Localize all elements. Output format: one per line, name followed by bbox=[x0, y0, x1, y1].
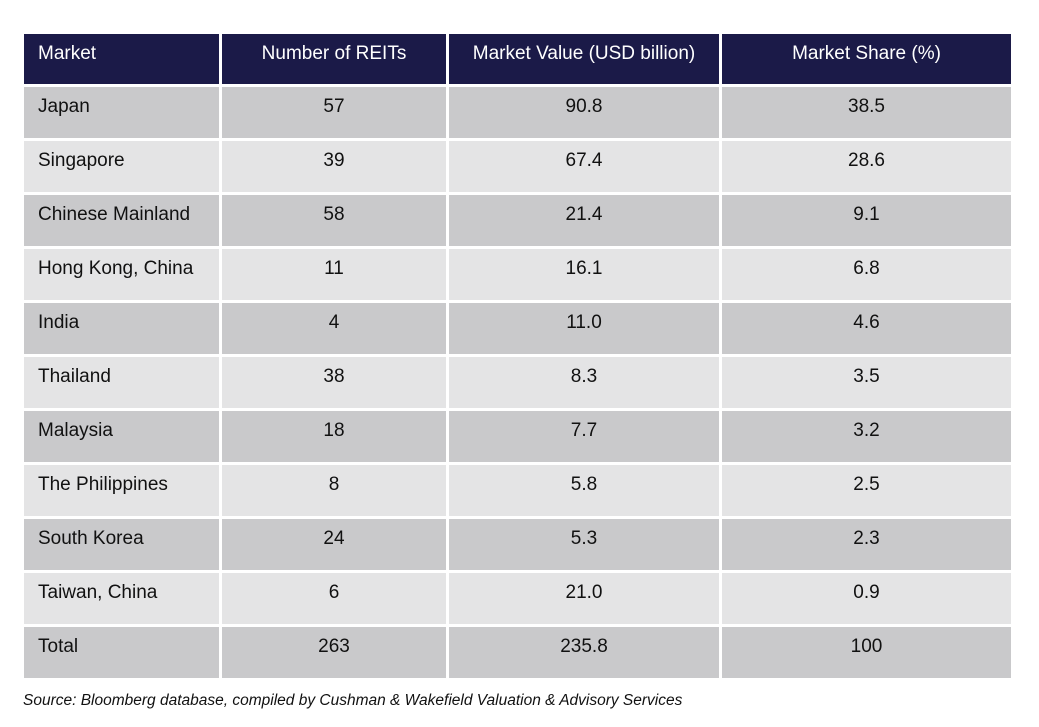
table-row: India 4 11.0 4.6 bbox=[24, 303, 1011, 354]
table-row: The Philippines 8 5.8 2.5 bbox=[24, 465, 1011, 516]
table-row: Thailand 38 8.3 3.5 bbox=[24, 357, 1011, 408]
cell-number-of-reits: 57 bbox=[222, 87, 446, 138]
cell-market-value: 7.7 bbox=[449, 411, 719, 462]
cell-market-value: 5.8 bbox=[449, 465, 719, 516]
cell-market-share: 100 bbox=[722, 627, 1011, 678]
cell-market: Thailand bbox=[24, 357, 219, 408]
cell-market-share: 3.2 bbox=[722, 411, 1011, 462]
cell-number-of-reits: 263 bbox=[222, 627, 446, 678]
table-row: Taiwan, China 6 21.0 0.9 bbox=[24, 573, 1011, 624]
cell-market-value: 8.3 bbox=[449, 357, 719, 408]
source-note: Source: Bloomberg database, compiled by … bbox=[23, 692, 683, 709]
cell-market-share: 28.6 bbox=[722, 141, 1011, 192]
table-row: Total 263 235.8 100 bbox=[24, 627, 1011, 678]
header-number-of-reits: Number of REITs bbox=[222, 34, 446, 84]
cell-number-of-reits: 58 bbox=[222, 195, 446, 246]
cell-market-value: 5.3 bbox=[449, 519, 719, 570]
cell-market-share: 4.6 bbox=[722, 303, 1011, 354]
table-header-row: Market Number of REITs Market Value (USD… bbox=[24, 34, 1011, 84]
cell-market-value: 90.8 bbox=[449, 87, 719, 138]
cell-market-share: 2.5 bbox=[722, 465, 1011, 516]
cell-market: Chinese Mainland bbox=[24, 195, 219, 246]
cell-market: South Korea bbox=[24, 519, 219, 570]
cell-number-of-reits: 8 bbox=[222, 465, 446, 516]
table-row: Chinese Mainland 58 21.4 9.1 bbox=[24, 195, 1011, 246]
cell-market-share: 9.1 bbox=[722, 195, 1011, 246]
cell-market: Hong Kong, China bbox=[24, 249, 219, 300]
cell-number-of-reits: 4 bbox=[222, 303, 446, 354]
reit-market-table-container: Market Number of REITs Market Value (USD… bbox=[23, 32, 1011, 681]
cell-market-share: 38.5 bbox=[722, 87, 1011, 138]
cell-market-value: 11.0 bbox=[449, 303, 719, 354]
cell-market: Japan bbox=[24, 87, 219, 138]
cell-market-value: 67.4 bbox=[449, 141, 719, 192]
cell-market: Singapore bbox=[24, 141, 219, 192]
cell-number-of-reits: 38 bbox=[222, 357, 446, 408]
cell-market-share: 2.3 bbox=[722, 519, 1011, 570]
cell-market: Taiwan, China bbox=[24, 573, 219, 624]
cell-number-of-reits: 18 bbox=[222, 411, 446, 462]
cell-market-share: 3.5 bbox=[722, 357, 1011, 408]
cell-market-value: 235.8 bbox=[449, 627, 719, 678]
reit-market-table: Market Number of REITs Market Value (USD… bbox=[21, 31, 1014, 681]
cell-market: India bbox=[24, 303, 219, 354]
cell-market: The Philippines bbox=[24, 465, 219, 516]
table-row: Hong Kong, China 11 16.1 6.8 bbox=[24, 249, 1011, 300]
cell-market-share: 6.8 bbox=[722, 249, 1011, 300]
cell-number-of-reits: 6 bbox=[222, 573, 446, 624]
table-row: South Korea 24 5.3 2.3 bbox=[24, 519, 1011, 570]
table-row: Japan 57 90.8 38.5 bbox=[24, 87, 1011, 138]
cell-market-share: 0.9 bbox=[722, 573, 1011, 624]
cell-market-value: 21.0 bbox=[449, 573, 719, 624]
cell-number-of-reits: 11 bbox=[222, 249, 446, 300]
cell-market-value: 21.4 bbox=[449, 195, 719, 246]
header-market: Market bbox=[24, 34, 219, 84]
cell-market: Total bbox=[24, 627, 219, 678]
table-row: Malaysia 18 7.7 3.2 bbox=[24, 411, 1011, 462]
header-market-share: Market Share (%) bbox=[722, 34, 1011, 84]
cell-number-of-reits: 39 bbox=[222, 141, 446, 192]
header-market-value: Market Value (USD billion) bbox=[449, 34, 719, 84]
table-row: Singapore 39 67.4 28.6 bbox=[24, 141, 1011, 192]
table-body: Japan 57 90.8 38.5 Singapore 39 67.4 28.6 Chines… bbox=[24, 87, 1011, 678]
cell-market-value: 16.1 bbox=[449, 249, 719, 300]
cell-market: Malaysia bbox=[24, 411, 219, 462]
cell-number-of-reits: 24 bbox=[222, 519, 446, 570]
